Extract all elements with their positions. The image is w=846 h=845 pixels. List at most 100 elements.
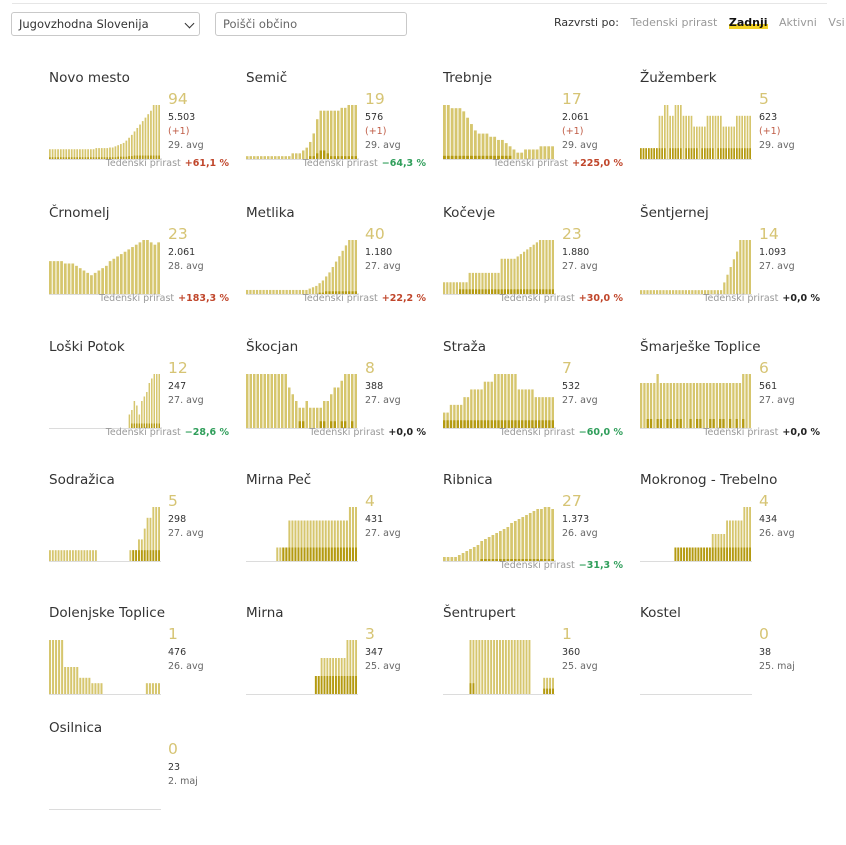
municipality-card[interactable]: Dolenjske Toplice 1 476 26. avg bbox=[49, 605, 229, 730]
bar bbox=[640, 383, 643, 428]
bar-new bbox=[111, 157, 114, 159]
bar-new bbox=[722, 148, 725, 159]
bar bbox=[535, 242, 538, 294]
municipality-card[interactable]: Kostel 0 38 25. maj bbox=[640, 605, 820, 730]
bar bbox=[340, 107, 343, 159]
bar bbox=[315, 520, 318, 561]
sort-option-all[interactable]: Vsi bbox=[828, 16, 845, 29]
bar-new bbox=[677, 148, 679, 159]
bar bbox=[443, 557, 446, 561]
bar bbox=[551, 240, 554, 294]
municipality-card[interactable]: Osilnica 0 23 2. maj bbox=[49, 720, 229, 845]
municipality-card[interactable]: Šentjernej 14 1.093 27. avg Tedenski prirast… bbox=[640, 205, 820, 330]
bar bbox=[82, 270, 86, 294]
top-divider bbox=[12, 3, 827, 4]
bar-new bbox=[138, 550, 140, 561]
municipality-name: Mirna bbox=[246, 605, 284, 621]
bar bbox=[282, 289, 285, 294]
bar bbox=[347, 374, 350, 428]
latest-count: 14 bbox=[759, 225, 779, 243]
weekly-growth: Tedenski prirast +30,0 % bbox=[500, 293, 623, 304]
municipality-card[interactable]: Trebnje 17 2.061 (+1) 29. avg Tedenski priras… bbox=[443, 70, 623, 195]
bar-new bbox=[147, 155, 150, 159]
bar-new bbox=[723, 547, 726, 561]
municipality-card[interactable]: Mirna Peč 4 431 27. avg bbox=[246, 472, 426, 597]
case-sparkline bbox=[246, 640, 358, 695]
bar-new bbox=[70, 157, 73, 159]
municipality-card[interactable]: Šentrupert 1 360 25. avg bbox=[443, 605, 623, 730]
case-sparkline bbox=[640, 105, 752, 160]
bar bbox=[490, 640, 493, 694]
bar bbox=[348, 240, 351, 294]
latest-date: 27. avg bbox=[562, 261, 598, 272]
municipality-card[interactable]: Mokronog - Trebelno 4 434 26. avg bbox=[640, 472, 820, 597]
municipality-card[interactable]: Sodražica 5 298 27. avg bbox=[49, 472, 229, 597]
bar bbox=[249, 289, 252, 294]
bar-new bbox=[650, 148, 653, 159]
latest-date: 27. avg bbox=[365, 528, 401, 539]
bar bbox=[643, 383, 646, 428]
bar bbox=[130, 134, 133, 159]
bar bbox=[263, 374, 266, 428]
bar bbox=[111, 147, 114, 159]
bar bbox=[669, 383, 672, 428]
bar bbox=[87, 149, 89, 159]
bar bbox=[312, 407, 315, 428]
latest-count: 1 bbox=[562, 625, 572, 643]
bar bbox=[643, 290, 646, 294]
municipality-search-input[interactable] bbox=[215, 12, 407, 36]
bar-new bbox=[332, 676, 335, 694]
bar bbox=[742, 374, 745, 428]
municipality-card[interactable]: Žužemberk 5 623 (+1) 29. avg bbox=[640, 70, 820, 195]
municipality-card[interactable]: Škocjan 8 388 27. avg Tedenski prirast +0,0 % bbox=[246, 339, 426, 464]
bar bbox=[503, 258, 506, 294]
sort-option-weekly-growth[interactable]: Tedenski prirast bbox=[630, 16, 718, 29]
bar-new bbox=[538, 420, 541, 428]
municipality-card[interactable]: Metlika 40 1.180 27. avg Tedenski prirast +22… bbox=[246, 205, 426, 330]
bar bbox=[656, 290, 659, 294]
municipality-card[interactable]: Novo mesto 94 5.503 (+1) 29. avg Tedenski pri… bbox=[49, 70, 229, 195]
bar-new bbox=[334, 291, 338, 294]
bar bbox=[259, 289, 262, 294]
municipality-card[interactable]: Loški Potok 12 247 27. avg Tedenski prirast −… bbox=[49, 339, 229, 464]
bar bbox=[726, 520, 729, 561]
bar bbox=[527, 389, 531, 428]
bar bbox=[101, 268, 104, 294]
bar bbox=[94, 550, 97, 561]
bar bbox=[267, 156, 270, 159]
bar bbox=[136, 405, 138, 428]
region-select[interactable]: Jugovzhodna Slovenija bbox=[11, 12, 200, 36]
bar bbox=[79, 677, 82, 694]
bar-new bbox=[155, 550, 158, 561]
bar bbox=[491, 272, 494, 294]
bar bbox=[510, 374, 514, 428]
municipality-card[interactable]: Straža 7 532 27. avg Tedenski prirast −60,0 % bbox=[443, 339, 623, 464]
bar bbox=[513, 521, 517, 561]
bar bbox=[709, 383, 712, 428]
bar-new bbox=[98, 157, 100, 159]
total-count: 5.503 bbox=[168, 112, 196, 123]
municipality-card[interactable]: Kočevje 23 1.880 27. avg Tedenski prirast +30… bbox=[443, 205, 623, 330]
bar-new bbox=[726, 547, 729, 561]
sort-option-latest[interactable]: Zadnji bbox=[728, 16, 768, 29]
bar bbox=[146, 392, 148, 428]
municipality-card[interactable]: Semič 19 576 (+1) 29. avg Tedenski prirast −64… bbox=[246, 70, 426, 195]
municipality-name: Šentrupert bbox=[443, 605, 516, 621]
case-sparkline bbox=[49, 809, 161, 810]
bar-new bbox=[131, 423, 133, 428]
bar bbox=[58, 640, 61, 694]
municipality-card[interactable]: Mirna 3 347 25. avg bbox=[246, 605, 426, 730]
bar-new bbox=[527, 420, 531, 428]
bar bbox=[449, 282, 452, 294]
bar-new bbox=[138, 423, 141, 428]
bar-new bbox=[136, 423, 138, 428]
municipality-card[interactable]: Šmarješke Toplice 6 561 27. avg Tedenski pri… bbox=[640, 339, 820, 464]
bar-new bbox=[158, 550, 160, 561]
sort-option-active[interactable]: Aktivni bbox=[779, 16, 817, 29]
municipality-card[interactable]: Črnomelj 23 2.061 28. avg Tedenski prirast +1… bbox=[49, 205, 229, 330]
bar bbox=[344, 107, 347, 159]
municipality-card[interactable]: Ribnica 27 1.373 26. avg Tedenski prirast −31… bbox=[443, 472, 623, 597]
bar bbox=[100, 683, 103, 694]
bar-new bbox=[84, 157, 87, 159]
weekly-growth-value: +30,0 % bbox=[578, 293, 623, 304]
